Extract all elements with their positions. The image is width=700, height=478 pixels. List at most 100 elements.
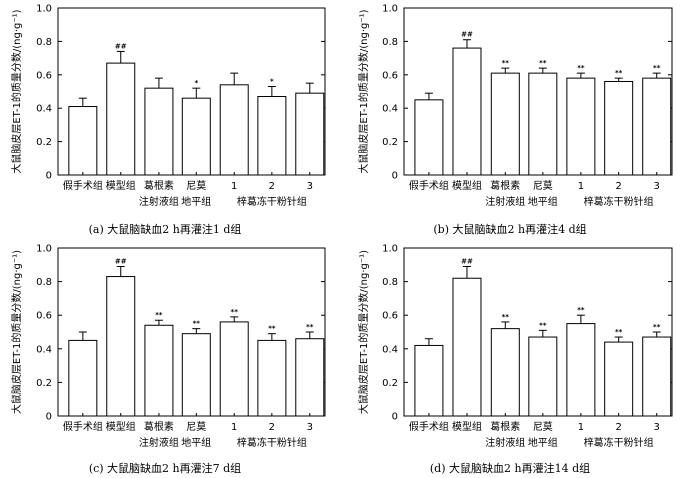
significance-mark: ** xyxy=(615,69,623,77)
significance-mark: ** xyxy=(268,325,276,333)
chart-panel-1: 0 0.2 0.4 0.6 0.8 1.0 大鼠脑皮层ET-1的质量分数/(ng·g⁻¹) 假… xyxy=(357,4,673,236)
significance-mark: ** xyxy=(502,313,510,321)
significance-mark: ** xyxy=(577,306,585,314)
y-tick-label: 0.8 xyxy=(36,277,52,288)
y-axis-label: 大鼠脑皮层ET-1的质量分数/(ng·g⁻¹) xyxy=(10,250,23,414)
category-label: 葛根素 xyxy=(144,179,174,192)
bar xyxy=(68,339,98,417)
category-label: 地平组 xyxy=(181,195,211,208)
significance-mark: ** xyxy=(653,64,661,72)
category-label: 注射液组 xyxy=(485,436,525,449)
bar xyxy=(642,336,672,417)
category-label: 1 xyxy=(578,181,584,192)
y-tick-label: 0.2 xyxy=(36,137,52,148)
y-tick-label: 0.8 xyxy=(382,277,398,288)
category-label: 2 xyxy=(269,422,275,433)
bar xyxy=(642,77,672,176)
category-label: 模型组 xyxy=(106,420,136,433)
y-tick-label: 0 xyxy=(392,171,398,182)
bar xyxy=(257,96,287,176)
y-tick-label: 1.0 xyxy=(382,244,398,255)
y-axis-label: 大鼠脑皮层ET-1的质量分数/(ng·g⁻¹) xyxy=(357,250,370,414)
y-tick-label: 0 xyxy=(46,412,52,423)
category-label: 模型组 xyxy=(452,179,482,192)
significance-mark: * xyxy=(194,79,198,87)
bar xyxy=(490,328,520,417)
panel-caption: (d) 大鼠脑缺血2 h再灌注14 d组 xyxy=(430,461,590,475)
y-tick-label: 0.2 xyxy=(36,378,52,389)
category-label: 葛根素 xyxy=(490,179,520,192)
bar xyxy=(604,80,634,176)
category-label: 2 xyxy=(615,422,621,433)
group-label: 梓葛冻干粉针组 xyxy=(584,436,654,449)
y-tick-label: 0.4 xyxy=(382,344,398,355)
category-label: 注射液组 xyxy=(139,436,179,449)
category-label: 尼莫 xyxy=(186,180,206,192)
y-tick-label: 0.4 xyxy=(382,104,398,115)
category-label: 假手术组 xyxy=(63,179,103,192)
bar xyxy=(490,72,520,176)
y-tick-label: 0.6 xyxy=(36,70,52,81)
bar xyxy=(452,47,482,176)
category-label: 3 xyxy=(654,181,660,192)
significance-mark: ** xyxy=(577,64,585,72)
category-label: 地平组 xyxy=(181,436,211,449)
panel-caption: (b) 大鼠脑缺血2 h再灌注4 d组 xyxy=(433,222,586,236)
bar xyxy=(566,323,596,417)
significance-mark: ** xyxy=(155,311,163,319)
bar xyxy=(144,87,174,176)
significance-mark: ## xyxy=(461,257,473,265)
bar xyxy=(181,97,211,176)
category-label: 3 xyxy=(654,422,660,433)
significance-mark: ** xyxy=(231,308,239,316)
bar xyxy=(68,106,98,176)
bar xyxy=(452,277,482,417)
category-label: 3 xyxy=(307,181,313,192)
category-label: 模型组 xyxy=(452,420,482,433)
chart-panel-0: 0 0.2 0.4 0.6 0.8 1.0 大鼠脑皮层ET-1的质量分数/(ng·g⁻¹) 假… xyxy=(10,4,326,236)
category-label: 假手术组 xyxy=(409,420,449,433)
bar xyxy=(604,341,634,417)
y-tick-label: 0 xyxy=(392,412,398,423)
y-tick-label: 1.0 xyxy=(36,4,52,15)
y-tick-label: 0.2 xyxy=(382,378,398,389)
y-axis-label: 大鼠脑皮层ET-1的质量分数/(ng·g⁻¹) xyxy=(10,9,23,173)
bar xyxy=(144,324,174,417)
bar xyxy=(106,276,136,417)
significance-mark: ## xyxy=(115,257,127,265)
category-label: 2 xyxy=(615,181,621,192)
bar xyxy=(295,92,325,176)
bar xyxy=(295,338,325,417)
chart-panel-3: 0 0.2 0.4 0.6 0.8 1.0 大鼠脑皮层ET-1的质量分数/(ng·g⁻¹) 假… xyxy=(357,244,673,475)
y-tick-label: 0.6 xyxy=(36,311,52,322)
significance-mark: ** xyxy=(193,320,201,328)
category-label: 葛根素 xyxy=(144,420,174,433)
bar xyxy=(106,62,136,176)
y-tick-label: 0.2 xyxy=(382,137,398,148)
bar xyxy=(181,333,211,417)
group-label: 梓葛冻干粉针组 xyxy=(584,195,654,208)
bar xyxy=(528,336,558,417)
y-tick-label: 0.6 xyxy=(382,311,398,322)
bar xyxy=(566,77,596,176)
category-label: 尼莫 xyxy=(186,421,206,433)
bar xyxy=(414,99,444,176)
bar xyxy=(528,72,558,176)
significance-mark: * xyxy=(270,77,274,85)
significance-mark: ## xyxy=(115,42,127,50)
group-label: 梓葛冻干粉针组 xyxy=(237,436,307,449)
significance-mark: ** xyxy=(502,59,510,67)
category-label: 假手术组 xyxy=(63,420,103,433)
panel-caption: (a) 大鼠脑缺血2 h再灌注1 d组 xyxy=(89,222,242,236)
group-label: 梓葛冻干粉针组 xyxy=(237,195,307,208)
y-axis-label: 大鼠脑皮层ET-1的质量分数/(ng·g⁻¹) xyxy=(357,9,370,173)
chart-panel-2: 0 0.2 0.4 0.6 0.8 1.0 大鼠脑皮层ET-1的质量分数/(ng·g⁻¹) 假… xyxy=(10,244,326,475)
y-tick-label: 0.8 xyxy=(36,37,52,48)
category-label: 注射液组 xyxy=(485,195,525,208)
y-tick-label: 1.0 xyxy=(382,4,398,15)
category-label: 地平组 xyxy=(528,436,558,449)
bar xyxy=(219,84,249,176)
category-label: 尼莫 xyxy=(533,421,553,433)
y-tick-label: 0.4 xyxy=(36,344,52,355)
